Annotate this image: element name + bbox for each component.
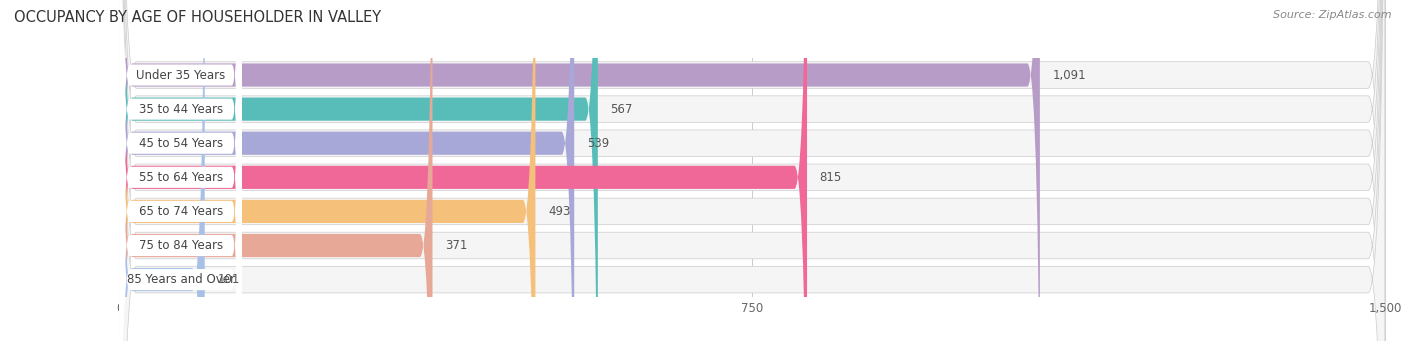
FancyBboxPatch shape xyxy=(120,0,242,341)
FancyBboxPatch shape xyxy=(120,0,242,341)
FancyBboxPatch shape xyxy=(120,0,1385,341)
FancyBboxPatch shape xyxy=(120,0,1385,341)
Text: 539: 539 xyxy=(586,137,609,150)
FancyBboxPatch shape xyxy=(120,0,242,341)
Text: 85 Years and Over: 85 Years and Over xyxy=(127,273,235,286)
Text: 567: 567 xyxy=(610,103,633,116)
FancyBboxPatch shape xyxy=(120,0,242,341)
FancyBboxPatch shape xyxy=(120,0,1040,341)
FancyBboxPatch shape xyxy=(120,0,574,341)
FancyBboxPatch shape xyxy=(120,0,1385,341)
FancyBboxPatch shape xyxy=(120,0,807,341)
FancyBboxPatch shape xyxy=(120,0,242,341)
Text: 75 to 84 Years: 75 to 84 Years xyxy=(139,239,222,252)
FancyBboxPatch shape xyxy=(120,0,1385,341)
FancyBboxPatch shape xyxy=(120,0,598,341)
FancyBboxPatch shape xyxy=(120,0,242,341)
FancyBboxPatch shape xyxy=(120,0,536,341)
Text: 45 to 54 Years: 45 to 54 Years xyxy=(139,137,222,150)
Text: 1,091: 1,091 xyxy=(1053,69,1087,81)
Text: OCCUPANCY BY AGE OF HOUSEHOLDER IN VALLEY: OCCUPANCY BY AGE OF HOUSEHOLDER IN VALLE… xyxy=(14,10,381,25)
FancyBboxPatch shape xyxy=(120,0,1385,341)
Text: Source: ZipAtlas.com: Source: ZipAtlas.com xyxy=(1274,10,1392,20)
Text: 101: 101 xyxy=(218,273,240,286)
FancyBboxPatch shape xyxy=(120,0,1385,341)
FancyBboxPatch shape xyxy=(120,0,242,341)
Text: 815: 815 xyxy=(820,171,842,184)
Text: 55 to 64 Years: 55 to 64 Years xyxy=(139,171,222,184)
Text: 371: 371 xyxy=(446,239,468,252)
FancyBboxPatch shape xyxy=(120,0,433,341)
Text: Under 35 Years: Under 35 Years xyxy=(136,69,225,81)
Text: 493: 493 xyxy=(548,205,571,218)
FancyBboxPatch shape xyxy=(120,0,205,341)
Text: 65 to 74 Years: 65 to 74 Years xyxy=(139,205,222,218)
Text: 35 to 44 Years: 35 to 44 Years xyxy=(139,103,222,116)
FancyBboxPatch shape xyxy=(120,0,1385,341)
